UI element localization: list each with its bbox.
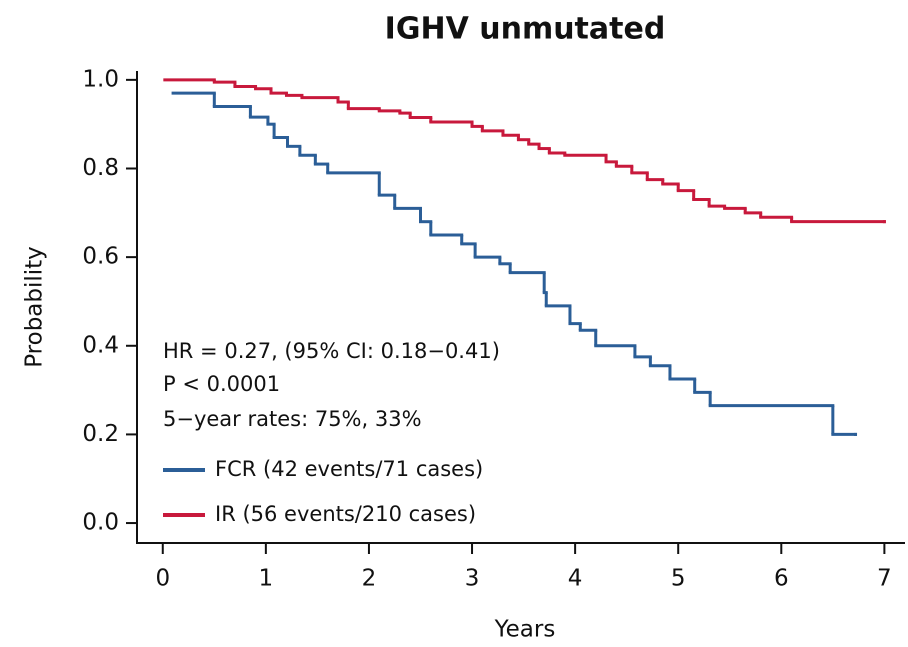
annotation: HR = 0.27, (95% CI: 0.18−0.41)	[163, 339, 500, 363]
y-tick-label: 0.8	[82, 155, 119, 181]
legend-label: IR (56 events/210 cases)	[215, 502, 476, 526]
y-axis-label: Probability	[22, 246, 48, 368]
y-tick-label: 0.4	[82, 332, 119, 358]
y-tick-label: 0.2	[82, 421, 119, 447]
x-tick-label: 5	[671, 566, 686, 592]
x-tick-label: 3	[465, 566, 480, 592]
chart-title: IGHV unmutated	[385, 12, 666, 47]
y-tick-label: 1.0	[82, 66, 119, 92]
x-tick-label: 6	[774, 566, 789, 592]
annotation: P < 0.0001	[163, 372, 280, 396]
x-tick-label: 2	[362, 566, 377, 592]
x-tick-label: 7	[877, 566, 892, 592]
y-tick-label: 0.0	[82, 510, 119, 536]
legend-label: FCR (42 events/71 cases)	[215, 457, 483, 481]
x-tick-label: 4	[568, 566, 583, 592]
x-tick-label: 1	[259, 566, 274, 592]
annotation: 5−year rates: 75%, 33%	[163, 407, 422, 431]
x-tick-label: 0	[155, 566, 170, 592]
x-axis-label: Years	[494, 617, 556, 643]
y-tick-label: 0.6	[82, 244, 119, 270]
